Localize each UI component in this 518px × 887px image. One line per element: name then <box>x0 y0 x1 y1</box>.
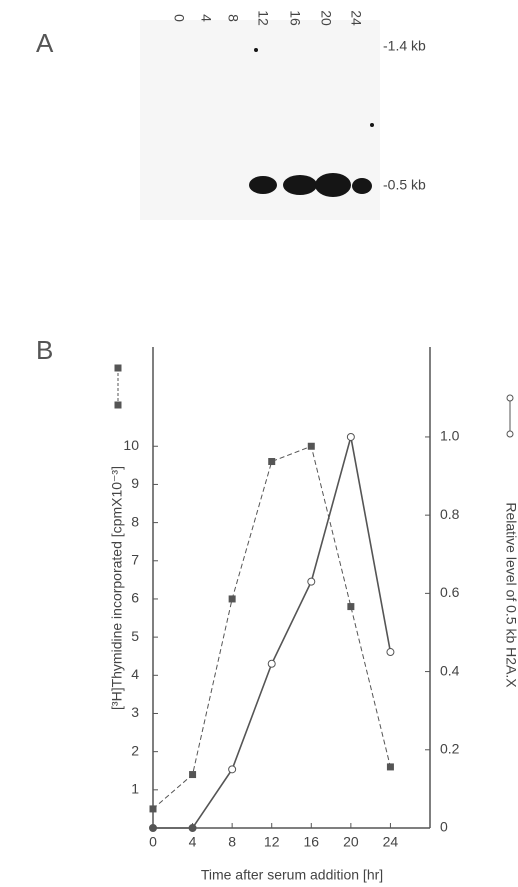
data-point <box>268 660 275 667</box>
y2-tick-label: 0.2 <box>440 740 460 756</box>
lane-label: 12 <box>255 10 271 26</box>
y-tick-label: 7 <box>131 551 139 567</box>
data-point <box>268 458 275 465</box>
y-tick-label: 2 <box>131 742 139 758</box>
legend-symbol <box>115 365 513 437</box>
y-tick-label: 5 <box>131 628 139 644</box>
y-tick-label: 9 <box>131 475 139 491</box>
y2-tick-label: 0 <box>440 819 448 835</box>
data-point <box>387 763 394 770</box>
data-point <box>189 771 196 778</box>
y2-axis-label: Relative level of 0.5 kb H2A.X <box>503 502 518 688</box>
x-tick-label: 20 <box>343 834 359 850</box>
y2-tick-label: 0.8 <box>440 506 460 522</box>
series-line <box>153 437 390 828</box>
data-point <box>347 433 354 440</box>
lane-label: 24 <box>348 10 364 26</box>
x-tick-label: 0 <box>149 834 157 850</box>
y2-tick-label: 1.0 <box>440 428 460 444</box>
x-tick-label: 8 <box>228 834 236 850</box>
size-marker: -0.5 kb <box>383 177 426 193</box>
y2-tick-label: 0.4 <box>440 662 460 678</box>
x-tick-label: 12 <box>264 834 280 850</box>
y2-tick-label: 0.6 <box>440 584 460 600</box>
data-point <box>150 825 157 832</box>
x-tick-label: 24 <box>383 834 399 850</box>
x-axis-label: Time after serum addition [hr] <box>201 867 383 883</box>
lane-label: 4 <box>198 14 214 22</box>
y-tick-label: 4 <box>131 666 139 682</box>
lane-label: 20 <box>318 10 334 26</box>
figure: A -1.4 kb -0.5 kb B Time after serum add… <box>0 0 518 887</box>
lane-label: 8 <box>225 14 241 22</box>
data-point <box>229 595 236 602</box>
y-tick-label: 3 <box>131 704 139 720</box>
data-point <box>229 766 236 773</box>
y-tick-label: 10 <box>123 437 139 453</box>
data-point <box>347 603 354 610</box>
panel-label: B <box>36 335 53 365</box>
data-point <box>308 578 315 585</box>
data-point <box>387 649 394 656</box>
panel-label: A <box>36 28 54 58</box>
data-point <box>308 443 315 450</box>
lane-label: 0 <box>171 14 187 22</box>
x-tick-label: 16 <box>303 834 319 850</box>
x-tick-label: 4 <box>189 834 197 850</box>
data-point <box>189 825 196 832</box>
data-point <box>150 805 157 812</box>
y-tick-label: 1 <box>131 781 139 797</box>
y-axis-label: [³H]Thymidine incorporated [cpmX10⁻³] <box>109 466 125 710</box>
y-tick-label: 6 <box>131 590 139 606</box>
lane-label: 16 <box>287 10 303 26</box>
series-line <box>153 446 390 809</box>
y-tick-label: 8 <box>131 513 139 529</box>
size-marker: -1.4 kb <box>383 38 426 54</box>
